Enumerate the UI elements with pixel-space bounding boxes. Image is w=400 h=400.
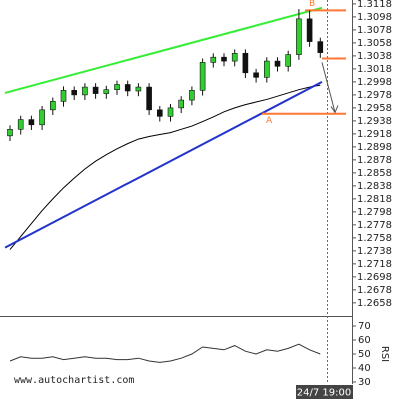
candle-body <box>92 86 99 94</box>
candle-body <box>7 129 13 137</box>
level-label: A <box>266 116 273 126</box>
y-tick-label: 40 <box>358 363 371 374</box>
moving-average <box>9 84 321 250</box>
y-tick-label: 50 <box>358 349 371 360</box>
candle-body <box>28 119 35 126</box>
y-tick-label: 1.3118 <box>357 0 392 10</box>
candle-body <box>199 62 206 91</box>
candle-body <box>210 56 217 63</box>
forecast-arrow <box>321 62 336 113</box>
y-tick-label: 1.2858 <box>357 168 392 179</box>
candle-body <box>189 90 195 101</box>
rsi-line <box>9 343 321 363</box>
candle-body <box>124 84 131 92</box>
candle-body <box>82 86 88 96</box>
candle-body <box>306 18 313 42</box>
candle-body <box>167 107 174 117</box>
candle-body <box>49 101 56 111</box>
y-tick-label: 1.2778 <box>357 220 392 231</box>
candle-body <box>103 89 110 94</box>
y-tick-label: 1.3078 <box>357 25 392 36</box>
candle-body <box>242 52 249 74</box>
candle-body <box>317 41 324 53</box>
trend-line <box>4 81 323 249</box>
candle-body <box>253 72 259 78</box>
y-tick-label: 1.2938 <box>357 116 392 127</box>
y-tick-label: 1.3058 <box>357 38 392 49</box>
y-tick-label: 1.2698 <box>357 272 392 283</box>
candle-body <box>221 56 227 62</box>
candle-body <box>60 90 67 102</box>
candle-body <box>274 60 281 67</box>
candle-body <box>285 54 292 67</box>
y-tick-label: 1.2918 <box>357 129 392 140</box>
time-label: 24/7 19:00 <box>297 388 351 399</box>
y-tick-label: 60 <box>358 335 371 346</box>
candle-body <box>296 18 302 55</box>
y-tick-label: 1.2798 <box>357 207 392 218</box>
y-tick-label: 1.2678 <box>357 285 392 296</box>
arrow-head <box>330 105 339 114</box>
watermark: www.autochartist.com <box>14 375 134 386</box>
level-label: B <box>309 0 315 9</box>
y-tick-label: 1.2658 <box>357 298 392 309</box>
y-tick-label: 1.2818 <box>357 194 392 205</box>
candle-body <box>17 119 24 130</box>
candle-body <box>146 86 152 111</box>
time-box <box>296 385 353 399</box>
y-tick-label: 30 <box>358 377 371 388</box>
y-tick-label: 1.2958 <box>357 103 392 114</box>
rsi-label: RSI <box>379 346 390 362</box>
y-tick-label: 1.3018 <box>357 64 392 75</box>
candle-body <box>39 109 45 126</box>
trend-line <box>4 6 323 94</box>
candle-body <box>178 99 184 109</box>
candle-body <box>263 60 270 78</box>
y-tick-label: 1.2738 <box>357 246 392 257</box>
candle-body <box>135 86 142 92</box>
y-tick-label: 1.2758 <box>357 233 392 244</box>
y-tick-label: 70 <box>358 321 371 332</box>
y-tick-label: 1.2718 <box>357 259 392 270</box>
candle-body <box>231 52 238 62</box>
candle-body <box>157 109 163 117</box>
candle-body <box>114 84 120 90</box>
y-tick-label: 1.2878 <box>357 155 392 166</box>
y-tick-label: 1.2978 <box>357 90 392 101</box>
candle-body <box>71 90 77 96</box>
y-tick-label: 1.2998 <box>357 77 392 88</box>
y-tick-label: 1.3038 <box>357 51 392 62</box>
y-tick-label: 1.2838 <box>357 181 392 192</box>
y-tick-label: 1.2898 <box>357 142 392 153</box>
y-tick-label: 1.3098 <box>357 12 392 23</box>
